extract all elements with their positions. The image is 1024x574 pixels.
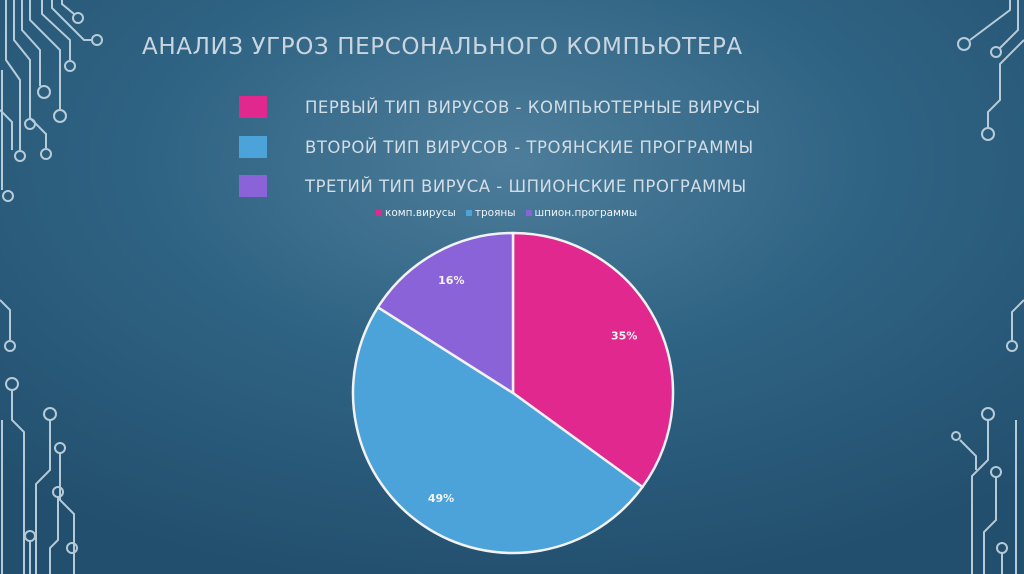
pie-data-label: 49% — [428, 492, 454, 505]
pie-slice — [376, 231, 515, 395]
pie-slice — [351, 306, 644, 555]
chart-legend-swatch — [376, 210, 382, 216]
pie-data-label: 35% — [611, 329, 637, 342]
chart-legend-item: комп.вирусы — [376, 207, 456, 219]
legend-label-computer-viruses: ПЕРВЫЙ ТИП ВИРУСОВ - КОМПЬЮТЕРНЫЕ ВИРУСЫ — [305, 98, 761, 117]
legend-swatch-trojans — [239, 136, 267, 158]
page-title: АНАЛИЗ УГРОЗ ПЕРСОНАЛЬНОГО КОМПЬЮТЕРА — [142, 34, 743, 60]
pie-slice — [511, 231, 675, 489]
chart-legend-swatch — [525, 210, 532, 216]
legend-label-trojans: ВТОРОЙ ТИП ВИРУСОВ - ТРОЯНСКИЕ ПРОГРАММЫ — [305, 138, 754, 157]
chart-legend-label: шпион.программы — [534, 207, 638, 219]
chart-legend-item: шпион.программы — [525, 207, 638, 219]
legend-swatch-computer-viruses — [239, 96, 267, 118]
chart-legend-item: трояны — [465, 207, 516, 219]
chart-legend-swatch — [465, 210, 472, 216]
chart-legend: комп.вирусы трояны шпион.программы — [376, 205, 647, 221]
legend-label-spyware: ТРЕТИЙ ТИП ВИРУСА - ШПИОНСКИЕ ПРОГРАММЫ — [305, 177, 747, 196]
chart-legend-label: комп.вирусы — [385, 207, 456, 219]
chart-legend-label: трояны — [474, 207, 516, 219]
legend-swatch-spyware — [239, 175, 267, 197]
pie-data-label: 16% — [438, 274, 464, 287]
